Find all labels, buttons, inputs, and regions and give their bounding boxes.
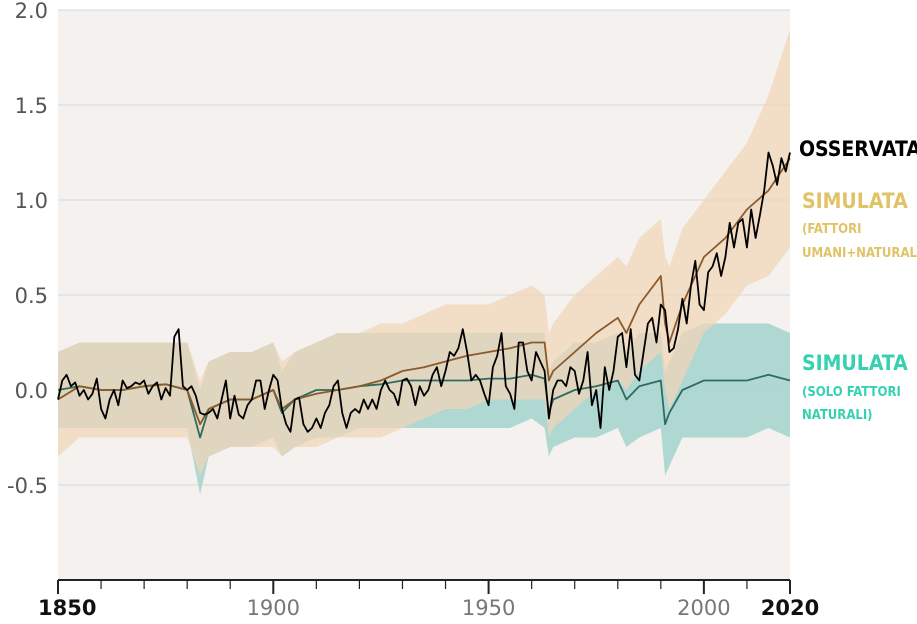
y-tick-label: 2.0: [15, 0, 48, 23]
x-tick-label: 2020: [761, 596, 819, 620]
y-tick-label: 1.0: [15, 189, 48, 213]
uncertainty-bands: [58, 29, 790, 495]
series-lines: [57, 151, 791, 439]
label-simulated-human-natural-sub1: (FATTORI: [802, 222, 861, 237]
label-simulated-human-natural-sub2: UMANI+NATURALI): [802, 246, 917, 261]
x-tick-label: 1950: [462, 596, 515, 620]
x-tick-label: 1900: [247, 596, 300, 620]
y-tick-label: 0.0: [15, 379, 48, 403]
label-observed: OSSERVATA: [799, 137, 917, 161]
gridlines: [58, 9, 790, 486]
label-simulated-natural-sub2: NATURALI): [802, 408, 873, 423]
series-line-natural: [57, 373, 791, 439]
label-simulated-natural: SIMULATA: [802, 351, 908, 375]
series-line-human-natural: [57, 157, 791, 426]
x-axis: 1850 1900 1950 2000 2020: [38, 579, 819, 620]
x-tick-label: 2000: [677, 596, 730, 620]
y-tick-label: 0.5: [15, 284, 48, 308]
x-tick-label: 1850: [38, 596, 96, 620]
series-labels: OSSERVATA SIMULATA (FATTORI UMANI+NATURA…: [799, 137, 917, 423]
y-axis: 2.0 1.5 1.0 0.5 0.0 -0.5: [7, 0, 48, 498]
label-simulated-human-natural: SIMULATA: [802, 189, 908, 213]
y-tick-label: 1.5: [15, 94, 48, 118]
band-human-natural: [58, 29, 790, 476]
y-tick-label: -0.5: [7, 474, 48, 498]
label-simulated-natural-sub1: (SOLO FATTORI: [802, 385, 901, 400]
series-line-observed: [57, 151, 791, 433]
